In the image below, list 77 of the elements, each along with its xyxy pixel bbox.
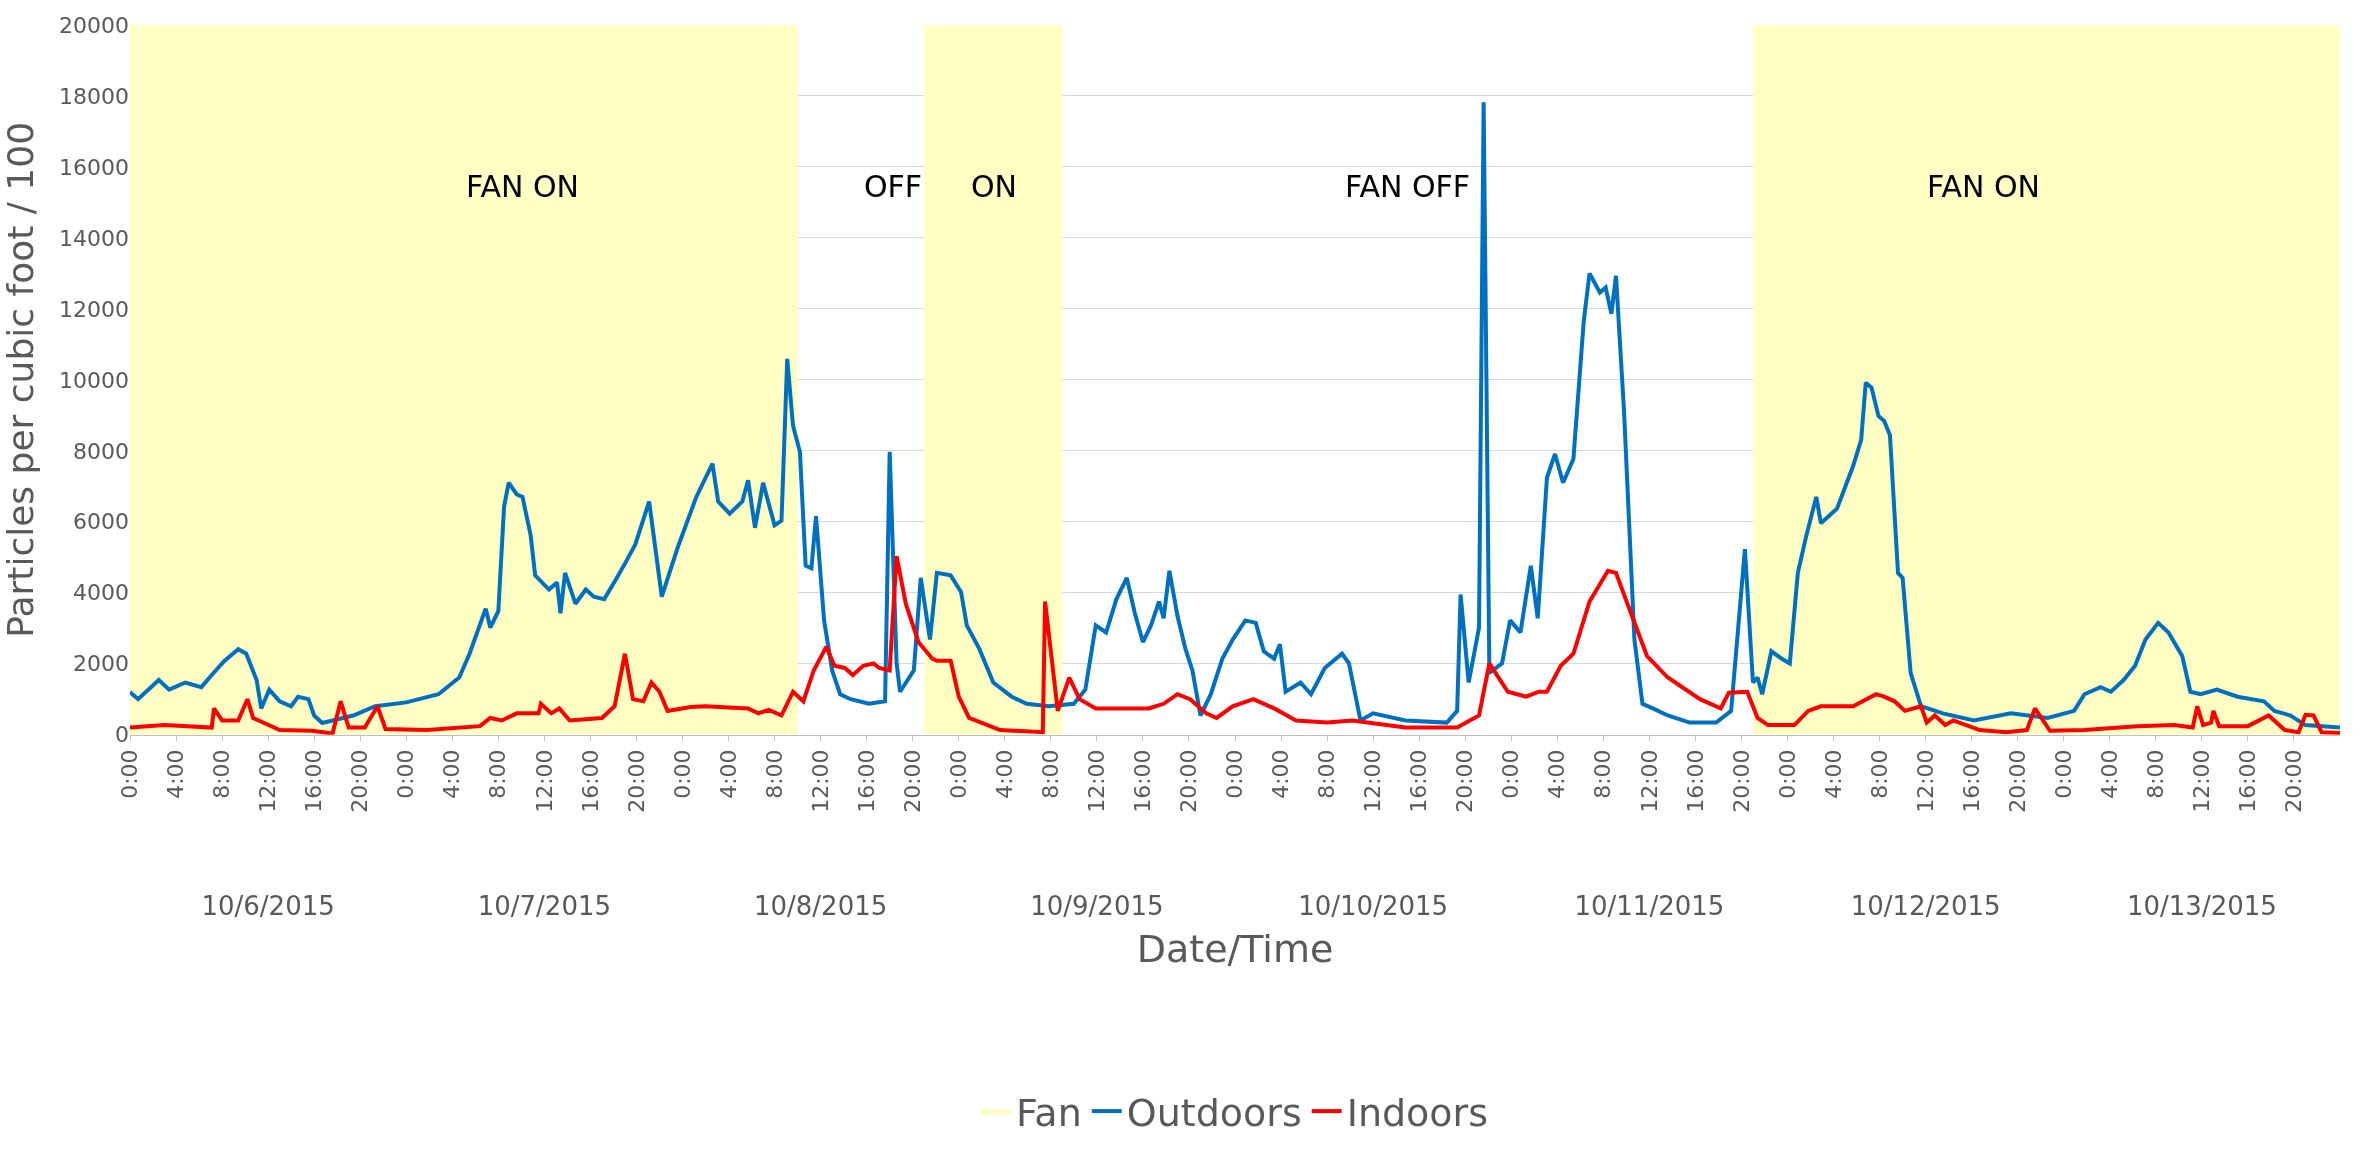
x-tick-label: 12:00 (255, 749, 281, 813)
x-tick-label: 8:00 (1314, 749, 1340, 799)
y-tick-label: 10000 (59, 367, 129, 393)
annotation: FAN ON (466, 169, 580, 204)
y-tick-label: 2000 (73, 651, 129, 677)
annotation: FAN ON (1927, 169, 2041, 204)
legend-label: Indoors (1346, 1090, 1489, 1135)
x-tick-label: 20:00 (623, 749, 649, 813)
x-tick-label: 8:00 (761, 749, 787, 799)
x2-tick-label: 10/13/2015 (2126, 891, 2277, 922)
annotation: ON (971, 169, 1018, 204)
x2-tick-label: 10/11/2015 (1574, 891, 1725, 922)
x2-tick-label: 10/12/2015 (1850, 891, 2001, 922)
y-tick-label: 4000 (73, 580, 129, 606)
x-tick-label: 4:00 (991, 749, 1017, 799)
x2-tick-label: 10/9/2015 (1030, 891, 1164, 922)
x-tick-label: 0:00 (1498, 749, 1524, 799)
x-tick-label: 20:00 (1728, 749, 1754, 813)
y-tick-label: 8000 (73, 438, 129, 464)
x-tick-label: 8:00 (1866, 749, 1892, 799)
x-tick-label: 16:00 (301, 749, 327, 813)
x-tick-label: 20:00 (2281, 749, 2307, 813)
x-tick-label: 12:00 (1360, 749, 1386, 813)
y-tick-label: 14000 (59, 225, 129, 251)
x-tick-label: 20:00 (1176, 749, 1202, 813)
x-tick-label: 20:00 (2004, 749, 2030, 813)
x-tick-label: 12:00 (807, 749, 833, 813)
x-tick-label: 4:00 (439, 749, 465, 799)
x-tick-label: 20:00 (347, 749, 373, 813)
y-tick-label: 20000 (59, 12, 129, 38)
y-tick-label: 16000 (59, 154, 129, 180)
x-tick-label: 16:00 (1130, 749, 1156, 813)
x-tick-label: 8:00 (209, 749, 235, 799)
x2-tick-label: 10/8/2015 (753, 891, 888, 922)
x-tick-label: 4:00 (1268, 749, 1294, 799)
x-tick-label: 0:00 (117, 749, 143, 799)
x-tick-label: 12:00 (1636, 749, 1662, 813)
x-tick-label: 12:00 (2189, 749, 2215, 813)
x-tick-label: 0:00 (2050, 749, 2076, 799)
x2-tick-label: 10/10/2015 (1298, 891, 1449, 922)
x-tick-label: 16:00 (1958, 749, 1984, 813)
x-tick-label: 0:00 (1774, 749, 1800, 799)
annotation: FAN OFF (1345, 169, 1471, 204)
y-tick-label: 6000 (73, 509, 129, 535)
legend-label: Fan (1016, 1090, 1082, 1135)
x-tick-label: 12:00 (531, 749, 557, 813)
x2-tick-label: 10/7/2015 (477, 891, 612, 922)
legend-label: Outdoors (1126, 1090, 1302, 1135)
x-tick-label: 4:00 (1820, 749, 1846, 799)
x-tick-label: 8:00 (1590, 749, 1616, 799)
y-tick-label: 12000 (59, 296, 129, 322)
x-tick-label: 16:00 (2235, 749, 2261, 813)
x-tick-label: 16:00 (1682, 749, 1708, 813)
x-tick-label: 20:00 (899, 749, 925, 813)
x-tick-label: 0:00 (393, 749, 419, 799)
x-tick-label: 20:00 (1452, 749, 1478, 813)
x2-tick-label: 10/6/2015 (201, 891, 335, 922)
x-tick-label: 4:00 (163, 749, 189, 799)
x-tick-label: 4:00 (1544, 749, 1570, 799)
x-tick-label: 8:00 (2142, 749, 2168, 799)
x-tick-label: 8:00 (485, 749, 511, 799)
y-tick-label: 0 (115, 722, 129, 748)
x-tick-label: 0:00 (945, 749, 971, 799)
x-tick-label: 16:00 (1406, 749, 1432, 813)
x-tick-label: 8:00 (1037, 749, 1063, 799)
x-tick-label: 16:00 (577, 749, 603, 813)
x-tick-label: 12:00 (1912, 749, 1938, 813)
x-axis-title: Date/Time (1136, 927, 1334, 972)
y-axis-title: Particles per cubic foot / 100 (0, 121, 41, 638)
x-tick-label: 4:00 (2096, 749, 2122, 799)
x-tick-label: 12:00 (1084, 749, 1110, 813)
annotation: OFF (864, 169, 923, 204)
x-tick-label: 0:00 (1222, 749, 1248, 799)
x-tick-label: 16:00 (853, 749, 879, 813)
y-tick-label: 18000 (59, 83, 129, 109)
x-tick-label: 4:00 (715, 749, 741, 799)
x-tick-label: 0:00 (669, 749, 695, 799)
